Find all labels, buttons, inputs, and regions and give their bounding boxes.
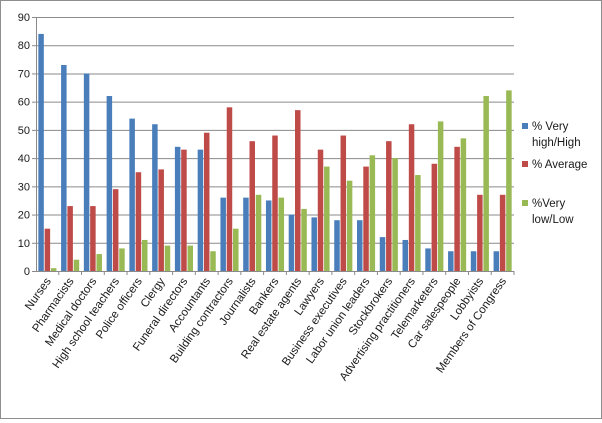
bar-1-18: [425, 248, 431, 271]
y-tick-label: 20: [18, 210, 30, 222]
bar-3-1: [50, 268, 57, 271]
legend-label: %Very low/Low: [532, 198, 574, 226]
bar-2-5: [135, 172, 142, 271]
bar-2-19: [454, 146, 460, 271]
bar-1-9: [220, 197, 226, 271]
bar-3-9: [233, 228, 239, 271]
bar-1-17: [402, 239, 409, 271]
y-tick-label: 80: [18, 40, 30, 52]
bar-1-14: [334, 220, 340, 271]
bar-1-15: [357, 220, 363, 271]
bar-3-15: [369, 155, 376, 271]
y-tick-label: 70: [18, 68, 30, 80]
bar-1-2: [61, 64, 67, 271]
bar-1-19: [448, 251, 454, 271]
bar-3-3: [96, 254, 102, 271]
y-tick-label: 90: [18, 12, 30, 24]
bar-3-8: [210, 251, 216, 271]
bar-1-21: [493, 251, 500, 271]
bar-3-4: [119, 248, 125, 271]
bar-3-13: [324, 166, 330, 271]
bar-3-5: [141, 239, 148, 271]
bar-3-16: [392, 158, 398, 271]
bar-1-7: [174, 146, 181, 271]
bar-2-10: [249, 141, 255, 271]
y-tick-label: 30: [18, 181, 30, 193]
bar-2-7: [181, 149, 187, 271]
bar-3-14: [346, 180, 353, 271]
bar-1-3: [83, 73, 90, 271]
bar-2-11: [272, 135, 278, 271]
bar-1-12: [288, 214, 295, 271]
y-tick-label: 40: [18, 153, 30, 165]
legend-swatch: [522, 200, 528, 206]
legend-label: % Average: [532, 159, 587, 171]
bar-3-19: [460, 138, 467, 271]
bar-2-1: [44, 228, 51, 271]
bar-1-4: [106, 96, 113, 272]
bar-2-14: [340, 135, 347, 271]
legend: % Very high/High % Average %Very low/Low: [522, 121, 587, 226]
bar-3-12: [301, 208, 307, 271]
bar-2-13: [317, 149, 324, 271]
bar-2-6: [158, 169, 164, 271]
bar-3-7: [187, 245, 193, 271]
y-tick-label: 10: [18, 238, 30, 250]
bar-2-21: [499, 194, 506, 271]
y-tick-label: 0: [24, 266, 30, 278]
bar-2-18: [431, 163, 438, 271]
bars: [38, 33, 512, 272]
bar-3-2: [73, 259, 80, 271]
legend-swatch: [522, 123, 528, 129]
bar-3-6: [164, 245, 171, 271]
bar-1-6: [152, 124, 158, 272]
bar-2-9: [226, 107, 233, 271]
bar-1-20: [470, 251, 477, 271]
bar-2-2: [67, 206, 73, 271]
axes: [32, 17, 515, 275]
bar-2-20: [477, 194, 483, 271]
bar-1-1: [38, 33, 44, 272]
y-tick-labels: 0 10 20 30 40 50 60 70 80 90: [18, 12, 30, 278]
bar-2-4: [112, 189, 119, 271]
bar-1-16: [379, 237, 386, 271]
bar-3-21: [506, 90, 512, 271]
bar-1-10: [243, 197, 249, 271]
bar-2-12: [295, 110, 301, 271]
y-tick-label: 60: [18, 97, 30, 109]
bar-2-16: [386, 141, 392, 271]
bar-3-10: [255, 194, 262, 271]
legend-label: % Very high/High: [532, 121, 581, 149]
bar-1-13: [311, 217, 317, 271]
bar-2-15: [363, 166, 369, 271]
bar-1-11: [265, 200, 272, 271]
bar-2-8: [203, 132, 210, 271]
bar-1-5: [129, 118, 135, 271]
bar-2-17: [408, 124, 415, 272]
bar-3-17: [415, 175, 421, 271]
bar-2-3: [90, 206, 96, 271]
bar-3-11: [278, 197, 285, 271]
legend-swatch: [522, 161, 528, 167]
bar-3-20: [483, 96, 489, 272]
bar-1-8: [197, 149, 204, 271]
y-tick-label: 50: [18, 125, 30, 137]
bar-3-18: [437, 121, 444, 271]
